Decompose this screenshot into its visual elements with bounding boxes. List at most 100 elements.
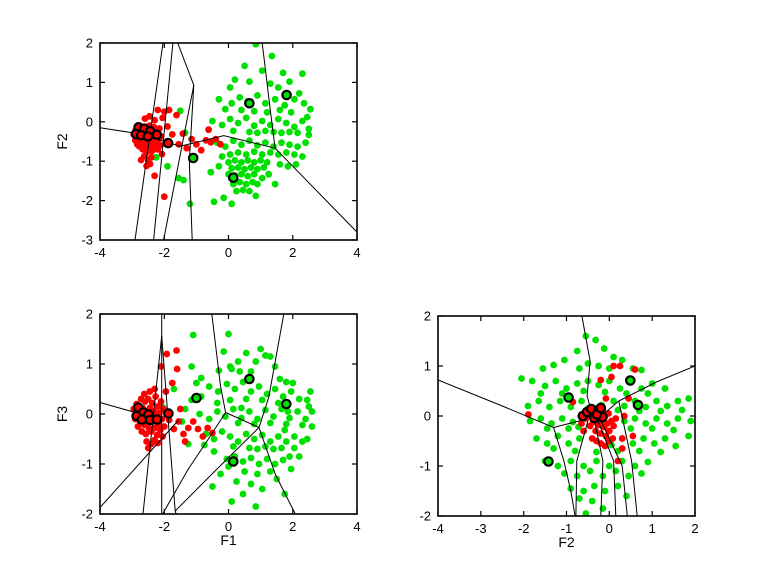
boundary-line [438, 379, 583, 429]
scatter-point-green [270, 445, 277, 453]
scatter-point-green [242, 349, 250, 357]
scatter-point-green [286, 128, 293, 136]
scatter-point-green [252, 192, 260, 200]
boundary-line [142, 335, 163, 514]
scatter-point-green [266, 438, 274, 445]
scatter-point-green [258, 174, 266, 182]
x-tick-label: 2 [289, 519, 296, 534]
center-marker [563, 392, 574, 403]
subplot-f2-vs-f1: -4 -2 0 2 4 -3 -2 -1 0 1 2 F2 [54, 36, 361, 261]
boundary-line [177, 43, 195, 86]
scatter-point-red [159, 433, 167, 440]
x-tick-label: 0 [225, 519, 232, 534]
scatter-point-red [173, 365, 181, 373]
x-tick-label: -4 [94, 519, 106, 534]
y-tick-label: -1 [81, 154, 93, 169]
subplot-f3-vs-f2: -4 -3 -2 -1 0 1 2 -2 -1 0 1 2 F2 [419, 309, 698, 551]
scatter-point-green [152, 153, 160, 161]
scatter-point-green [629, 440, 637, 447]
scatter-point-red [602, 395, 610, 402]
boundary-line [137, 133, 276, 149]
boundary-line [100, 402, 136, 413]
scatter-point-red [197, 146, 205, 154]
scatter-point-green [580, 387, 587, 395]
scatter-point-green [205, 415, 213, 423]
scatter-point-green [263, 108, 271, 116]
scatter-point-green [218, 153, 226, 160]
scatter-point-green [685, 395, 692, 402]
scatter-point-green [279, 456, 287, 464]
scatter-point-green [231, 76, 239, 83]
scatter-point-green [257, 157, 264, 164]
scatter-point-green [294, 408, 301, 415]
scatter-point-green [537, 390, 545, 397]
center-marker [280, 398, 292, 410]
scatter-point-green [254, 470, 261, 478]
scatter-point-green [590, 482, 598, 490]
scatter-point-green [287, 388, 295, 395]
scatter-point-green [238, 404, 245, 412]
scatter-point-green [578, 397, 585, 405]
scatter-point-green [295, 453, 303, 460]
scatter-point-green [246, 408, 253, 415]
scatter-point-green [236, 368, 244, 375]
scatter-point-green [618, 356, 626, 364]
scatter-point-green [223, 380, 231, 388]
scatter-point-green [254, 445, 261, 453]
scatter-point-green [640, 435, 647, 442]
scatter-point-red [217, 140, 224, 148]
scatter-point-red [170, 425, 178, 433]
scatter-point-green [567, 457, 575, 465]
scatter-point-green [546, 403, 553, 411]
scatter-point-red [578, 420, 585, 427]
scatter-point-green [254, 180, 261, 188]
scatter-point-green [226, 115, 234, 123]
scatter-point-green [582, 510, 590, 516]
scatter-point-green [620, 402, 628, 410]
scatter-point-green [236, 94, 244, 101]
scatter-point-green [601, 487, 609, 495]
scatter-point-green [244, 172, 252, 180]
scatter-point-green [282, 438, 290, 445]
scatter-point-green [220, 348, 228, 355]
scatter-point-green [302, 415, 309, 423]
scatter-point-green [308, 423, 316, 430]
scatter-point-green [220, 194, 228, 202]
scatter-point-green [265, 170, 273, 178]
scatter-point-green [535, 397, 543, 405]
scatter-point-red [137, 156, 145, 164]
scatter-point-green [642, 420, 650, 427]
scatter-point-green [305, 131, 313, 139]
scatter-point-green [254, 165, 261, 173]
scatter-point-green [661, 385, 669, 392]
scatter-point-green [242, 151, 250, 158]
x-tick-label: -2 [518, 521, 530, 536]
scatter-point-green [291, 433, 298, 440]
scatter-point-green [631, 415, 639, 422]
scatter-point-red [618, 445, 626, 452]
scatter-point-red [142, 430, 150, 438]
scatter-point-green [300, 99, 308, 107]
boundary-line [603, 400, 620, 414]
boundary-line [162, 412, 227, 514]
x-tick-label: 0 [225, 245, 232, 260]
boundary-line [258, 314, 285, 428]
scatter-point-green [550, 445, 557, 452]
scatter-point-green [252, 358, 260, 365]
scatter-point-green [234, 149, 242, 156]
scatter-point-green [573, 472, 581, 480]
scatter-point-green [209, 483, 216, 490]
scatter-point-green [266, 468, 274, 475]
scatter-point-red [173, 347, 180, 354]
scatter-point-green [678, 406, 686, 414]
scatter-point-green [226, 84, 234, 91]
scatter-point-green [238, 170, 245, 178]
boundary-line [618, 365, 695, 402]
scatter-point-green [250, 148, 258, 156]
scatter-point-green [218, 428, 226, 435]
scatter-point-green [303, 113, 311, 121]
scatter-point-green [210, 435, 218, 443]
scatter-point-green [674, 397, 682, 405]
scatter-point-red [605, 427, 613, 435]
